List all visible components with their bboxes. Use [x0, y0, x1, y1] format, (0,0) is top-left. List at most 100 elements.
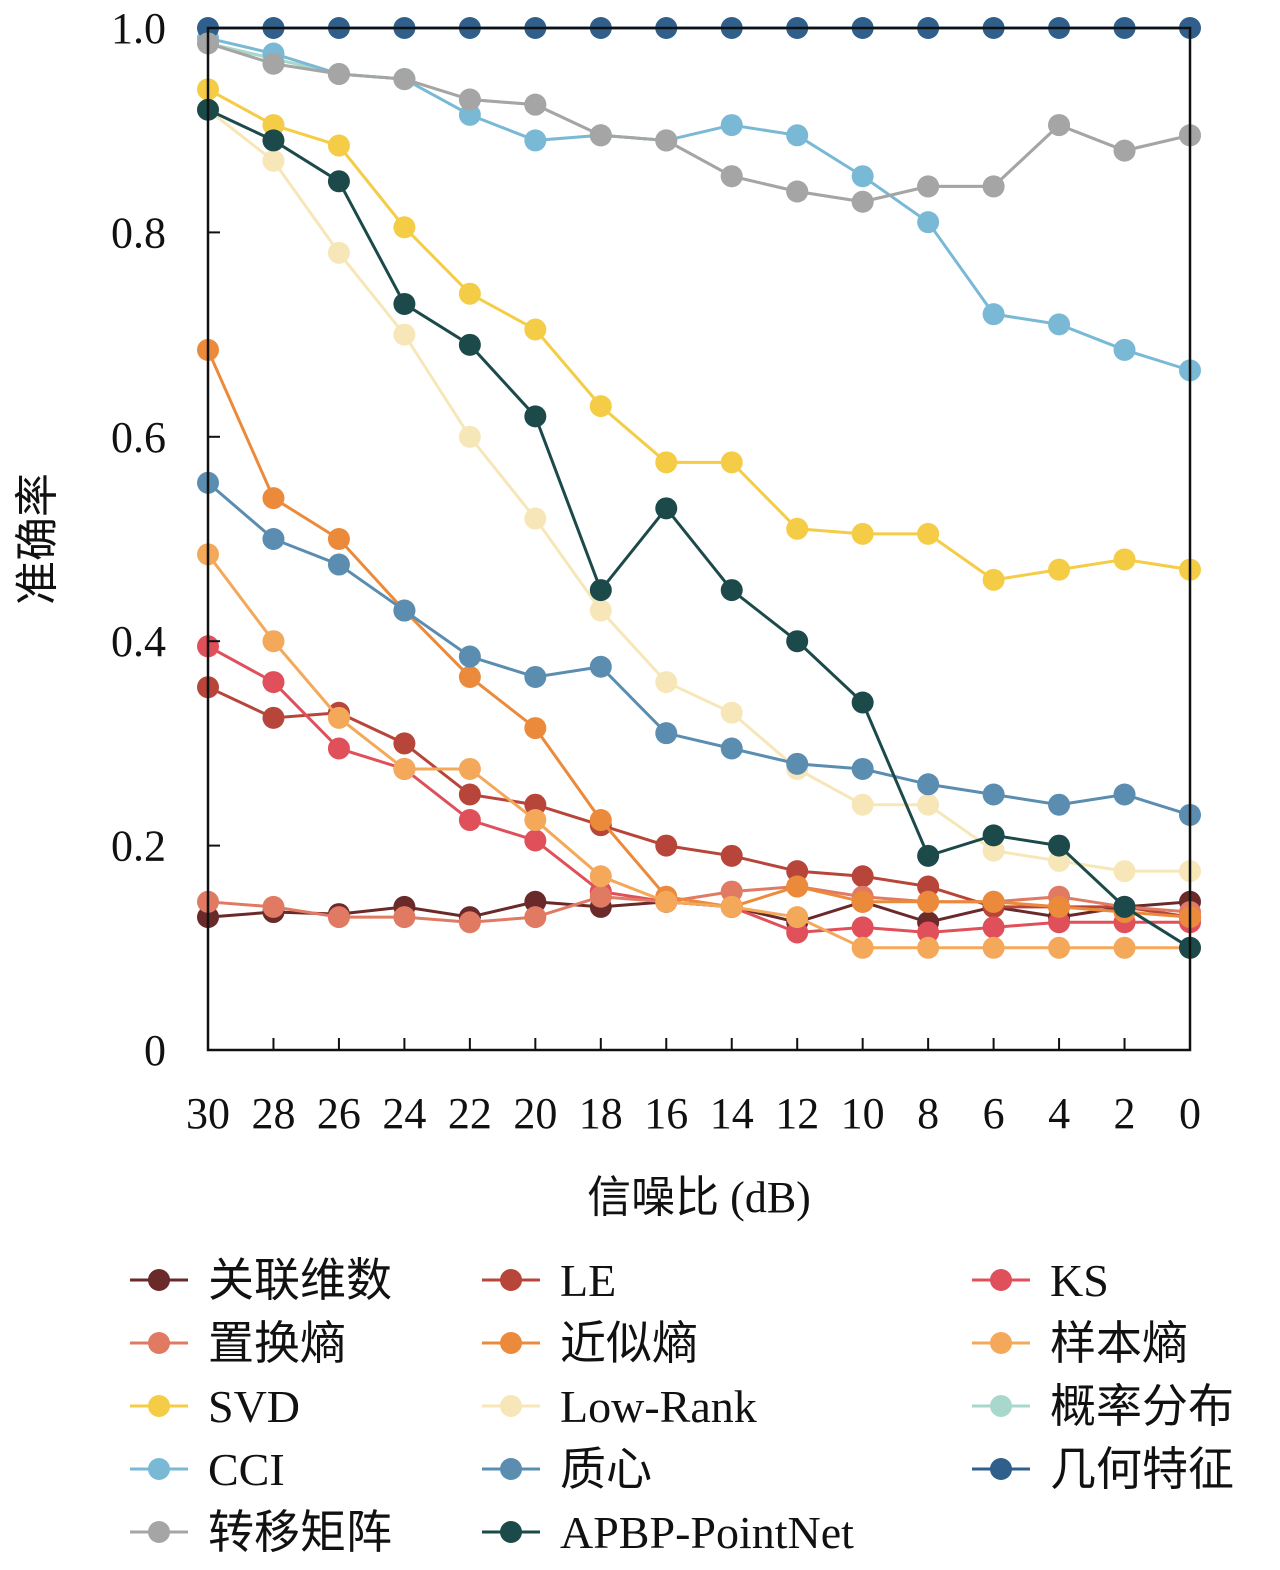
series-6 — [197, 78, 1201, 591]
legend-label: 样本熵 — [1050, 1318, 1188, 1369]
data-point — [655, 497, 678, 520]
legend-item: LE — [482, 1255, 616, 1306]
data-point — [589, 865, 612, 888]
data-point — [327, 737, 350, 760]
series-line — [207, 36, 1191, 372]
x-tick-label: 24 — [382, 1089, 426, 1138]
data-point — [1048, 936, 1071, 959]
x-tick-label: 28 — [251, 1089, 295, 1138]
data-point — [524, 906, 547, 929]
data-point — [262, 487, 285, 510]
data-point — [720, 579, 743, 602]
series-line — [207, 41, 1191, 204]
data-point — [786, 921, 809, 944]
legend-item: 近似熵 — [482, 1318, 698, 1369]
y-tick-label: 1.0 — [111, 4, 166, 53]
legend-marker — [148, 1269, 170, 1291]
data-point — [393, 757, 416, 780]
x-tick-label: 20 — [513, 1089, 557, 1138]
x-tick-label: 16 — [644, 1089, 688, 1138]
data-point — [851, 865, 874, 888]
x-axis: 30 28 26 24 22 20 18 16 14 12 10 8 6 4 2 0 — [186, 1038, 1201, 1138]
data-point — [851, 916, 874, 939]
x-tick-label: 4 — [1048, 1089, 1070, 1138]
data-point — [458, 425, 481, 448]
data-point — [1048, 849, 1071, 872]
series-13 — [197, 98, 1201, 959]
series-line — [206, 349, 1191, 919]
data-point — [458, 333, 481, 356]
legend-item: CCI — [130, 1444, 285, 1495]
data-point — [786, 860, 809, 883]
data-point — [917, 936, 940, 959]
data-point — [851, 190, 874, 213]
data-point — [393, 323, 416, 346]
series-line — [207, 685, 1191, 919]
legend-label: 关联维数 — [208, 1255, 392, 1306]
data-point — [720, 895, 743, 918]
legend-label: 转移矩阵 — [208, 1507, 392, 1558]
legend-item: APBP-PointNet — [482, 1507, 854, 1558]
x-tick-label: 2 — [1114, 1089, 1136, 1138]
data-point — [917, 844, 940, 867]
series-line — [206, 553, 1190, 950]
data-point — [982, 839, 1005, 862]
data-point — [262, 706, 285, 729]
legend-item: 样本熵 — [972, 1318, 1188, 1369]
series-line — [207, 108, 1191, 950]
data-point — [917, 211, 940, 234]
data-point — [262, 528, 285, 550]
data-point — [262, 630, 285, 653]
data-point — [720, 114, 743, 137]
data-point — [262, 52, 285, 75]
data-point — [327, 170, 350, 193]
legend-label: Low-Rank — [560, 1381, 757, 1432]
legend-item: Low-Rank — [482, 1381, 757, 1432]
data-point — [1113, 936, 1136, 959]
data-point — [458, 645, 481, 668]
data-point — [917, 175, 940, 198]
data-point — [720, 844, 743, 867]
y-axis-label: 准确率 — [13, 473, 62, 605]
legend-marker — [990, 1458, 1012, 1480]
data-point — [917, 921, 940, 944]
y-tick-label: 0.8 — [111, 208, 166, 257]
series-10 — [197, 471, 1201, 826]
data-point — [458, 783, 481, 806]
data-point — [655, 890, 678, 913]
legend-label: 几何特征 — [1050, 1444, 1234, 1495]
series-line — [207, 884, 1191, 924]
x-tick-label: 30 — [186, 1089, 230, 1138]
data-point — [720, 165, 743, 188]
data-point — [1113, 139, 1136, 162]
data-point — [851, 522, 874, 545]
data-point — [917, 522, 940, 545]
data-point — [917, 875, 940, 898]
legend-marker — [500, 1458, 522, 1480]
data-point — [262, 149, 285, 172]
data-point — [1048, 313, 1071, 336]
data-point — [524, 793, 547, 816]
data-point — [851, 691, 874, 714]
legend-label: LE — [560, 1255, 616, 1306]
data-point — [982, 568, 1005, 591]
data-point — [655, 834, 678, 857]
legend-item: SVD — [130, 1381, 300, 1432]
data-point — [917, 890, 940, 913]
series-7 — [197, 98, 1201, 883]
data-point — [851, 793, 874, 816]
data-point — [982, 175, 1005, 198]
data-point — [393, 216, 416, 239]
data-point — [786, 630, 809, 653]
data-point — [786, 124, 809, 147]
legend-marker — [500, 1521, 522, 1543]
data-point — [393, 906, 416, 929]
x-tick-label: 6 — [983, 1089, 1005, 1138]
series-12 — [197, 32, 1201, 213]
data-point — [589, 885, 612, 908]
data-point — [786, 906, 809, 929]
data-point — [589, 395, 612, 418]
data-point — [524, 405, 547, 428]
x-tick-label: 10 — [841, 1089, 885, 1138]
x-tick-label: 22 — [448, 1089, 492, 1138]
